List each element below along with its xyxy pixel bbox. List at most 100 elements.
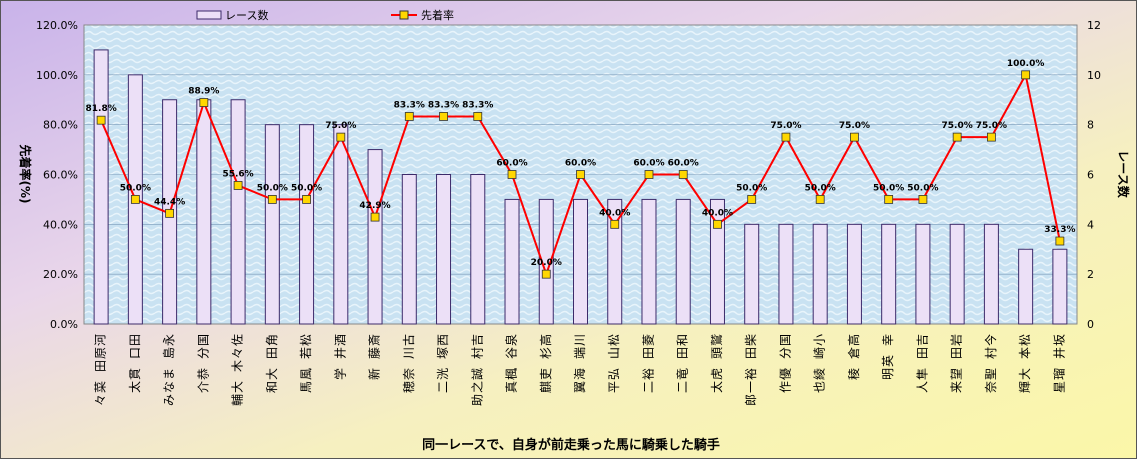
x-tick-char: 人 <box>915 381 929 393</box>
x-tick-char: 虎 <box>710 368 724 380</box>
x-tick-char: 隼 <box>914 368 929 380</box>
x-tick-char: 河 <box>94 334 108 346</box>
x-tick-char: 山 <box>607 347 621 359</box>
x-tick-char: 之 <box>470 381 484 393</box>
x-tick-char: 川 <box>402 347 416 359</box>
x-tick-char: 永 <box>162 334 176 346</box>
x-tick-char: 輝 <box>1018 381 1032 393</box>
rate-marker <box>576 170 585 179</box>
bar <box>470 174 486 325</box>
x-tick-char: 井 <box>333 347 347 359</box>
rate-data-label: 50.0% <box>257 183 288 193</box>
x-tick-char: 菱 <box>641 334 655 346</box>
y-tick-left: 0.0% <box>50 318 78 331</box>
rate-data-label: 50.0% <box>736 183 767 193</box>
x-tick-char: 裕 <box>743 368 758 380</box>
x-tick-char: 高 <box>538 334 553 346</box>
x-tick-char: 佐 <box>231 334 245 346</box>
rate-marker <box>713 219 722 229</box>
rate-marker <box>884 195 894 204</box>
x-tick-char: 大 <box>1018 368 1032 380</box>
x-tick-char: 松 <box>299 334 313 346</box>
y-tick-left: 40.0% <box>43 218 78 231</box>
rate-data-label: 83.3% <box>394 100 425 110</box>
bar <box>1052 248 1068 325</box>
bar <box>573 198 588 325</box>
x-tick-char: 作 <box>778 381 792 393</box>
x-tick-char: 楓 <box>504 368 519 380</box>
x-tick-char: 柴 <box>744 334 758 346</box>
rate-marker <box>473 112 483 121</box>
x-tick-char: 風 <box>299 368 313 380</box>
x-tick-char: 裕 <box>640 368 655 380</box>
x-tick-char: 洸 <box>436 368 450 380</box>
rate-data-label: 75.0% <box>839 121 870 131</box>
rate-marker <box>1055 236 1065 246</box>
bar <box>401 174 417 325</box>
x-tick-char: 誠 <box>470 368 484 380</box>
x-tick-char: 杉 <box>539 347 553 359</box>
rate-marker <box>678 170 688 179</box>
y-tick-right: 2 <box>1087 268 1094 281</box>
rate-data-label: 20.0% <box>531 258 562 268</box>
x-tick-char: 大 <box>265 368 279 380</box>
bar <box>881 223 897 325</box>
rate-data-label: 50.0% <box>907 183 938 193</box>
bar <box>230 99 246 325</box>
x-tick-char: 崎 <box>813 347 827 359</box>
rate-data-label: 60.0% <box>565 159 596 169</box>
bar <box>778 223 794 325</box>
x-tick-char: 本 <box>1018 347 1032 359</box>
x-tick-char: 優 <box>778 368 792 380</box>
rate-marker <box>918 195 928 204</box>
x-tick-label: 高倉稜 <box>846 334 861 380</box>
x-tick-char: 角 <box>265 334 279 346</box>
rate-data-label: 50.0% <box>873 183 904 193</box>
bar <box>538 198 554 325</box>
rate-data-label: 33.3% <box>1044 225 1075 235</box>
x-tick-char: 倉 <box>846 347 861 359</box>
x-tick-char: 小 <box>813 334 827 346</box>
rate-marker <box>541 269 551 279</box>
x-tick-char: 高 <box>846 334 861 346</box>
bar <box>299 124 315 325</box>
bar <box>675 198 691 325</box>
x-tick-char: 二 <box>641 381 655 393</box>
x-tick-char: 英 <box>881 355 895 367</box>
y-tick-left: 20.0% <box>43 268 78 281</box>
x-tick-char: 二 <box>676 381 690 393</box>
x-tick-char: 田 <box>128 334 142 346</box>
x-tick-char: 望 <box>950 368 964 380</box>
x-tick-char: な <box>162 381 176 393</box>
y-tick-left: 120.0% <box>36 19 78 32</box>
x-tick-char: 原 <box>94 347 108 359</box>
rate-marker <box>233 181 243 190</box>
rate-marker <box>610 219 620 229</box>
bar <box>196 99 212 325</box>
rate-data-label: 83.3% <box>428 100 459 110</box>
rate-data-label: 40.0% <box>702 208 733 218</box>
x-tick-char: 松 <box>607 334 621 346</box>
y-tick-right: 6 <box>1087 169 1094 182</box>
rate-marker <box>507 170 517 179</box>
rate-marker <box>850 132 859 142</box>
bar <box>1018 248 1034 325</box>
x-tick-char: 松 <box>1018 334 1032 346</box>
rate-marker <box>952 132 962 142</box>
legend-bar-label: レース数 <box>225 9 268 22</box>
x-tick-char: 分 <box>778 347 792 359</box>
